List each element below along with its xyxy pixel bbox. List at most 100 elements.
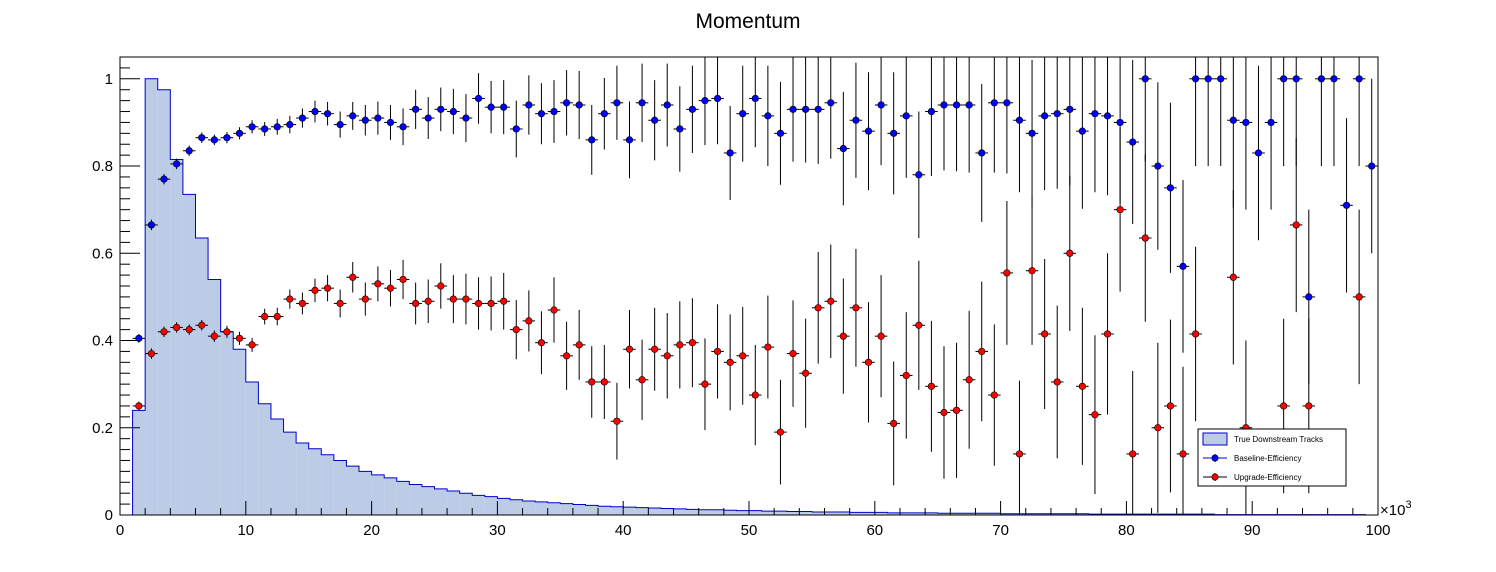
baseline-point xyxy=(713,94,722,103)
baseline-point xyxy=(1041,112,1049,120)
upgrade-point xyxy=(273,312,281,321)
histogram-bin xyxy=(862,512,875,515)
baseline-point xyxy=(412,105,420,113)
upgrade-point xyxy=(1091,411,1099,419)
histogram-bin xyxy=(296,443,309,515)
baseline-point xyxy=(1242,118,1250,127)
baseline-point xyxy=(361,116,369,124)
upgrade-point xyxy=(1053,378,1061,386)
histogram-bin xyxy=(409,484,422,515)
histogram-bin xyxy=(874,512,888,515)
baseline-point xyxy=(1154,162,1162,170)
baseline-point xyxy=(1015,116,1024,124)
histogram-bin xyxy=(434,488,448,515)
x-tick-label: 80 xyxy=(1118,522,1135,539)
histogram-bin xyxy=(887,512,900,515)
baseline-point xyxy=(1280,75,1288,83)
upgrade-point xyxy=(537,339,546,347)
upgrade-point xyxy=(1028,267,1036,275)
histogram-bin xyxy=(233,349,246,515)
histogram-bin xyxy=(509,499,523,515)
baseline-point xyxy=(940,101,948,109)
histogram-bin xyxy=(1025,513,1039,515)
y-tick-label: 0.6 xyxy=(92,245,113,262)
baseline-point xyxy=(512,125,520,133)
histogram-bin xyxy=(371,474,385,515)
histogram-bin xyxy=(472,495,485,515)
upgrade-point xyxy=(600,378,608,386)
baseline-point xyxy=(235,129,244,137)
upgrade-point xyxy=(1179,450,1187,458)
histogram-bin xyxy=(585,505,599,515)
upgrade-point xyxy=(827,297,835,305)
legend-label-baseline: Baseline-Efficiency xyxy=(1234,454,1301,463)
baseline-point xyxy=(1053,110,1061,118)
baseline-point xyxy=(600,110,608,118)
baseline-point xyxy=(1330,75,1338,83)
histogram-bin xyxy=(761,511,775,515)
histogram-bin xyxy=(950,513,963,515)
x-tick-label: 50 xyxy=(741,522,758,539)
upgrade-point xyxy=(877,332,885,340)
upgrade-point xyxy=(651,345,659,353)
upgrade-point xyxy=(562,352,571,360)
upgrade-point xyxy=(638,376,646,384)
baseline-point xyxy=(588,136,596,144)
baseline-point xyxy=(802,105,810,113)
histogram-bin xyxy=(975,513,989,515)
upgrade-point xyxy=(361,295,369,303)
upgrade-point xyxy=(160,328,168,336)
baseline-point xyxy=(1267,118,1275,127)
baseline-point xyxy=(437,105,445,113)
upgrade-point xyxy=(424,297,432,305)
baseline-point xyxy=(500,103,508,111)
baseline-point xyxy=(1217,75,1225,83)
baseline-point xyxy=(1116,118,1124,127)
baseline-point xyxy=(915,171,923,179)
histogram-bin xyxy=(837,511,850,515)
histogram-bin xyxy=(1000,513,1014,515)
upgrade-point xyxy=(386,284,395,292)
upgrade-point xyxy=(512,326,520,334)
histogram-bin xyxy=(421,486,435,515)
histogram-bin xyxy=(560,503,573,515)
x-tick-label: 20 xyxy=(363,522,380,539)
x-tick-label: 60 xyxy=(866,522,883,539)
baseline-point xyxy=(1091,110,1099,118)
baseline-point xyxy=(864,127,873,135)
histogram-bin xyxy=(673,508,687,515)
baseline-point xyxy=(449,107,457,116)
upgrade-point xyxy=(1154,424,1162,432)
upgrade-point xyxy=(1129,450,1137,458)
x-tick-label: 70 xyxy=(992,522,1009,539)
upgrade-point xyxy=(261,312,269,321)
baseline-point xyxy=(827,99,835,107)
histogram-bin xyxy=(208,279,221,515)
upgrade-point xyxy=(1191,330,1200,338)
upgrade-point xyxy=(349,273,357,281)
baseline-point xyxy=(185,147,193,155)
legend-marker-upgrade xyxy=(1211,473,1219,481)
baseline-point xyxy=(374,114,382,122)
baseline-point xyxy=(1129,138,1137,146)
x-exponent-power: 3 xyxy=(1405,499,1411,511)
upgrade-point xyxy=(1078,382,1086,390)
histogram-bin xyxy=(698,509,712,515)
upgrade-point xyxy=(814,304,822,312)
x-tick-label: 90 xyxy=(1244,522,1261,539)
baseline-point xyxy=(147,221,156,229)
histogram-layer xyxy=(132,78,1366,516)
upgrade-point xyxy=(1003,269,1011,277)
upgrade-point xyxy=(613,417,621,425)
baseline-point xyxy=(537,110,546,118)
upgrade-point xyxy=(449,295,457,303)
histogram-bin xyxy=(258,403,271,515)
histogram-bin xyxy=(623,507,636,515)
upgrade-point xyxy=(952,406,961,414)
histogram-bin xyxy=(484,496,498,515)
baseline-point xyxy=(688,105,696,113)
x-axis: 0 10 20 30 40 50 60 70 80 90 100 xyxy=(116,501,1391,539)
y-tick-label: 1 xyxy=(105,71,113,88)
upgrade-point xyxy=(751,391,759,399)
baseline-point xyxy=(877,101,885,109)
